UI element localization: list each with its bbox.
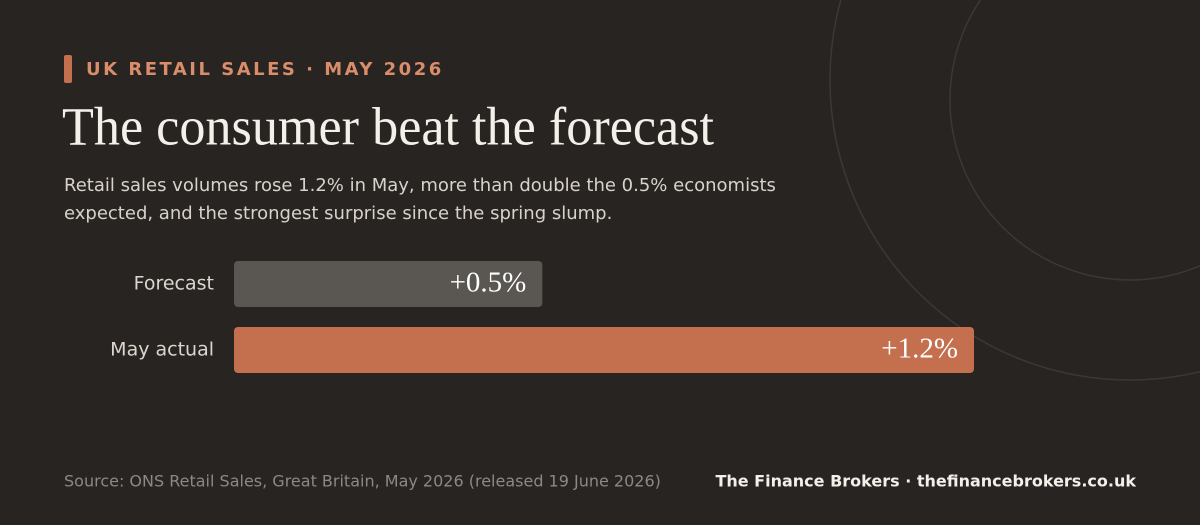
eyebrow-mark: [64, 55, 72, 83]
value-label: +1.2%: [881, 333, 958, 365]
category-label: Forecast: [134, 273, 214, 295]
eyebrow: UK RETAIL SALES · MAY 2026: [86, 59, 444, 80]
bar: [234, 327, 974, 373]
decor-circle: [949, 0, 1200, 281]
subtitle: Retail sales volumes rose 1.2% in May, m…: [64, 175, 776, 224]
decor-circle: [829, 0, 1200, 381]
bar: [234, 261, 543, 307]
chart-title: The consumer beat the forecast: [62, 96, 714, 156]
source: Source: ONS Retail Sales, Great Britain,…: [64, 472, 661, 491]
credit: The Finance Brokers · thefinancebrokers.…: [715, 472, 1136, 491]
category-label: May actual: [110, 339, 214, 361]
value-label: +0.5%: [450, 267, 527, 299]
subtitle-box: Retail sales volumes rose 1.2% in May, m…: [64, 175, 776, 224]
